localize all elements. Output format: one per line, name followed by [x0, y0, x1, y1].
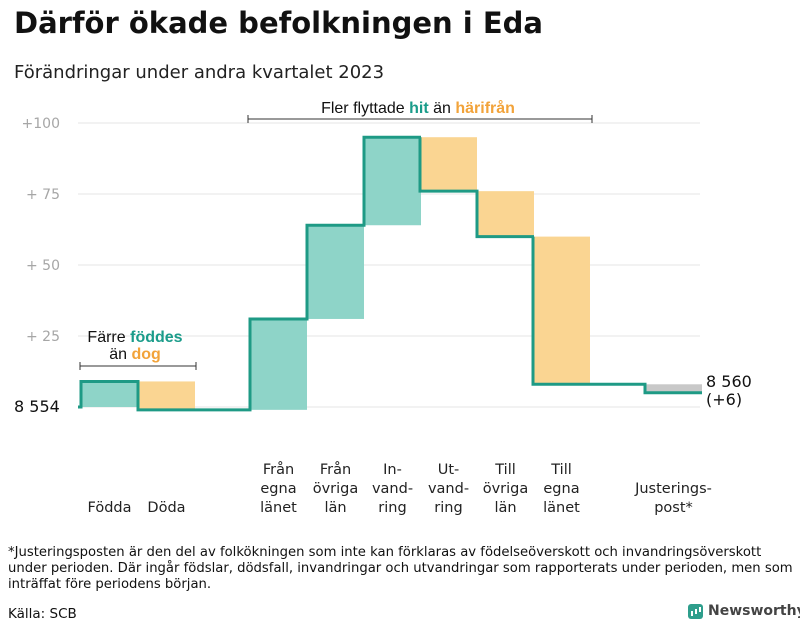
series-step-line [78, 135, 702, 412]
brand-logo: Newsworthy [688, 603, 800, 619]
annotation-migration: Fler flyttade hit än härifrån [247, 99, 593, 123]
category-labels: Födda Döda Från egna länet Från övriga län In-va… [88, 461, 712, 516]
category-label-till_ovriga: län [494, 500, 516, 516]
category-label-till_egna: Till [550, 462, 572, 478]
category-label-fran_ovriga: övriga [313, 481, 359, 497]
waterfall-chart: + 25+ 50+ 75+100 Födda DödaFrånegnalänetF… [14, 99, 752, 516]
brand-name: Newsworthy [708, 603, 800, 619]
annotation-births-highlight1: föddes [130, 329, 183, 346]
end-change-label: (+6) [706, 390, 742, 409]
step-line [78, 135, 702, 412]
annotation-births: Färre föddes än dog [79, 329, 197, 370]
category-label-till_egna: egna [543, 481, 579, 497]
annotation-migration-highlight2: härifrån [455, 99, 515, 117]
annotation-births-highlight2: dog [131, 346, 160, 363]
category-label-fran_egna: länet [260, 500, 297, 516]
annotation-births-line2: än dog [109, 346, 161, 363]
category-label-justering: Justerings- [634, 481, 712, 497]
source-label: Källa: SCB [8, 606, 77, 622]
category-label-invandring: vand- [372, 481, 413, 497]
y-tick-label: +100 [22, 116, 60, 132]
start-value-label: 8 554 [14, 397, 60, 416]
category-label-fodda: Födda [88, 500, 132, 516]
chart-subtitle: Förändringar under andra kvartalet 2023 [14, 62, 385, 83]
gridlines [78, 122, 700, 408]
category-label-utvandring: Ut- [438, 462, 460, 478]
category-label-till_ovriga: övriga [483, 481, 529, 497]
category-label-till_ovriga: Till [494, 462, 516, 478]
annotation-births-line1: Färre föddes [87, 329, 182, 346]
category-label-justering: post* [654, 500, 693, 516]
category-label-invandring: ring [378, 500, 406, 516]
bar-invandring [364, 137, 421, 226]
y-tick-label: + 75 [26, 187, 60, 203]
annotation-migration-text: Fler flyttade hit än härifrån [321, 99, 515, 117]
category-label-fran_ovriga: län [324, 500, 346, 516]
chart-title: Därför ökade befolkningen i Eda [14, 6, 543, 40]
bar-till_egna [533, 236, 590, 385]
bar-doda [138, 381, 195, 410]
bar-justering [645, 384, 702, 393]
annotation-migration-highlight1: hit [409, 100, 429, 117]
y-tick-label: + 25 [26, 329, 60, 345]
bar-utvandring [420, 137, 477, 192]
category-label-invandring: In- [383, 462, 402, 478]
bar-fran_ovriga [307, 225, 364, 319]
category-label-fran_ovriga: Från [320, 461, 351, 478]
bar-fran_egna [250, 318, 307, 410]
category-label-fran_egna: Från [263, 461, 294, 478]
category-label-till_egna: länet [543, 500, 580, 516]
footnote: *Justeringsposten är den del av folkökni… [8, 545, 793, 592]
category-label-fran_egna: egna [260, 481, 296, 497]
y-axis-ticks: + 25 + 50 + 75 +100 [22, 116, 60, 345]
bar-till_ovriga [477, 191, 534, 237]
bars [81, 137, 702, 410]
y-tick-label: + 50 [26, 258, 60, 274]
category-label-utvandring: ring [434, 500, 462, 516]
category-label-utvandring: vand- [428, 481, 469, 497]
bar-fodda [81, 381, 138, 407]
bar-chart-icon [688, 603, 703, 619]
end-value-label: 8 560 [706, 372, 752, 391]
category-label-doda: Döda [147, 500, 185, 516]
